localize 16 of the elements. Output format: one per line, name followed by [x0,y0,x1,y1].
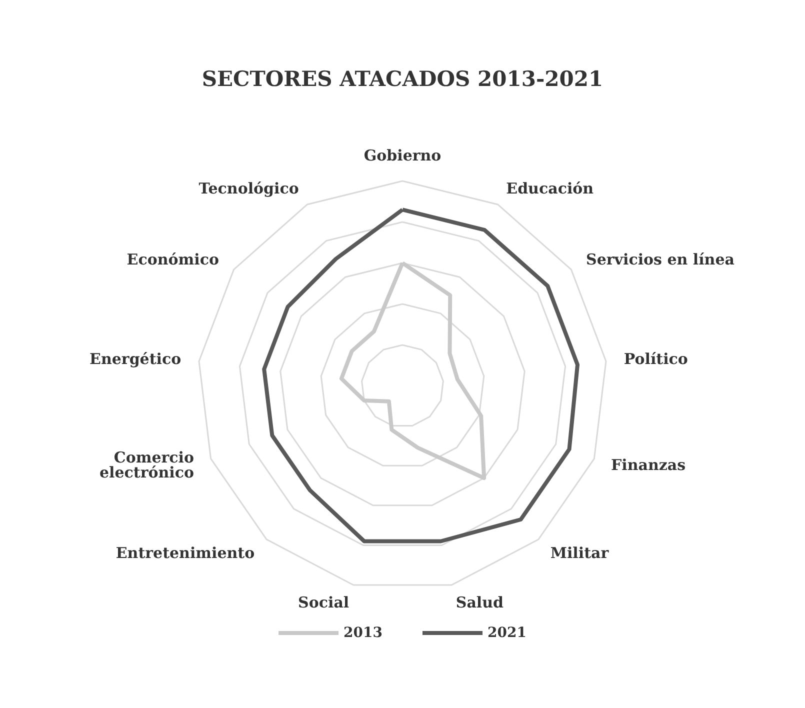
spoke-label: Energético [90,350,182,368]
spoke-label: Social [298,594,350,612]
spoke-label: Tecnológico [198,180,299,198]
spoke-label: Militar [550,544,610,562]
spoke-label: Finanzas [611,456,686,474]
legend-label: 2021 [488,625,526,641]
chart-title: SECTORES ATACADOS 2013-2021 [202,66,604,91]
spoke-label: Gobierno [364,146,442,164]
spoke-label: Entretenimiento [116,544,255,562]
spoke-label: Económico [126,250,219,268]
spoke-label: Político [624,350,688,368]
spoke-label: Servicios en línea [586,250,735,268]
spoke-label: Educación [506,180,594,198]
legend-label: 2013 [344,625,383,641]
spoke-label: Comercio electrónico [99,448,194,482]
spoke-label: Salud [456,594,504,612]
